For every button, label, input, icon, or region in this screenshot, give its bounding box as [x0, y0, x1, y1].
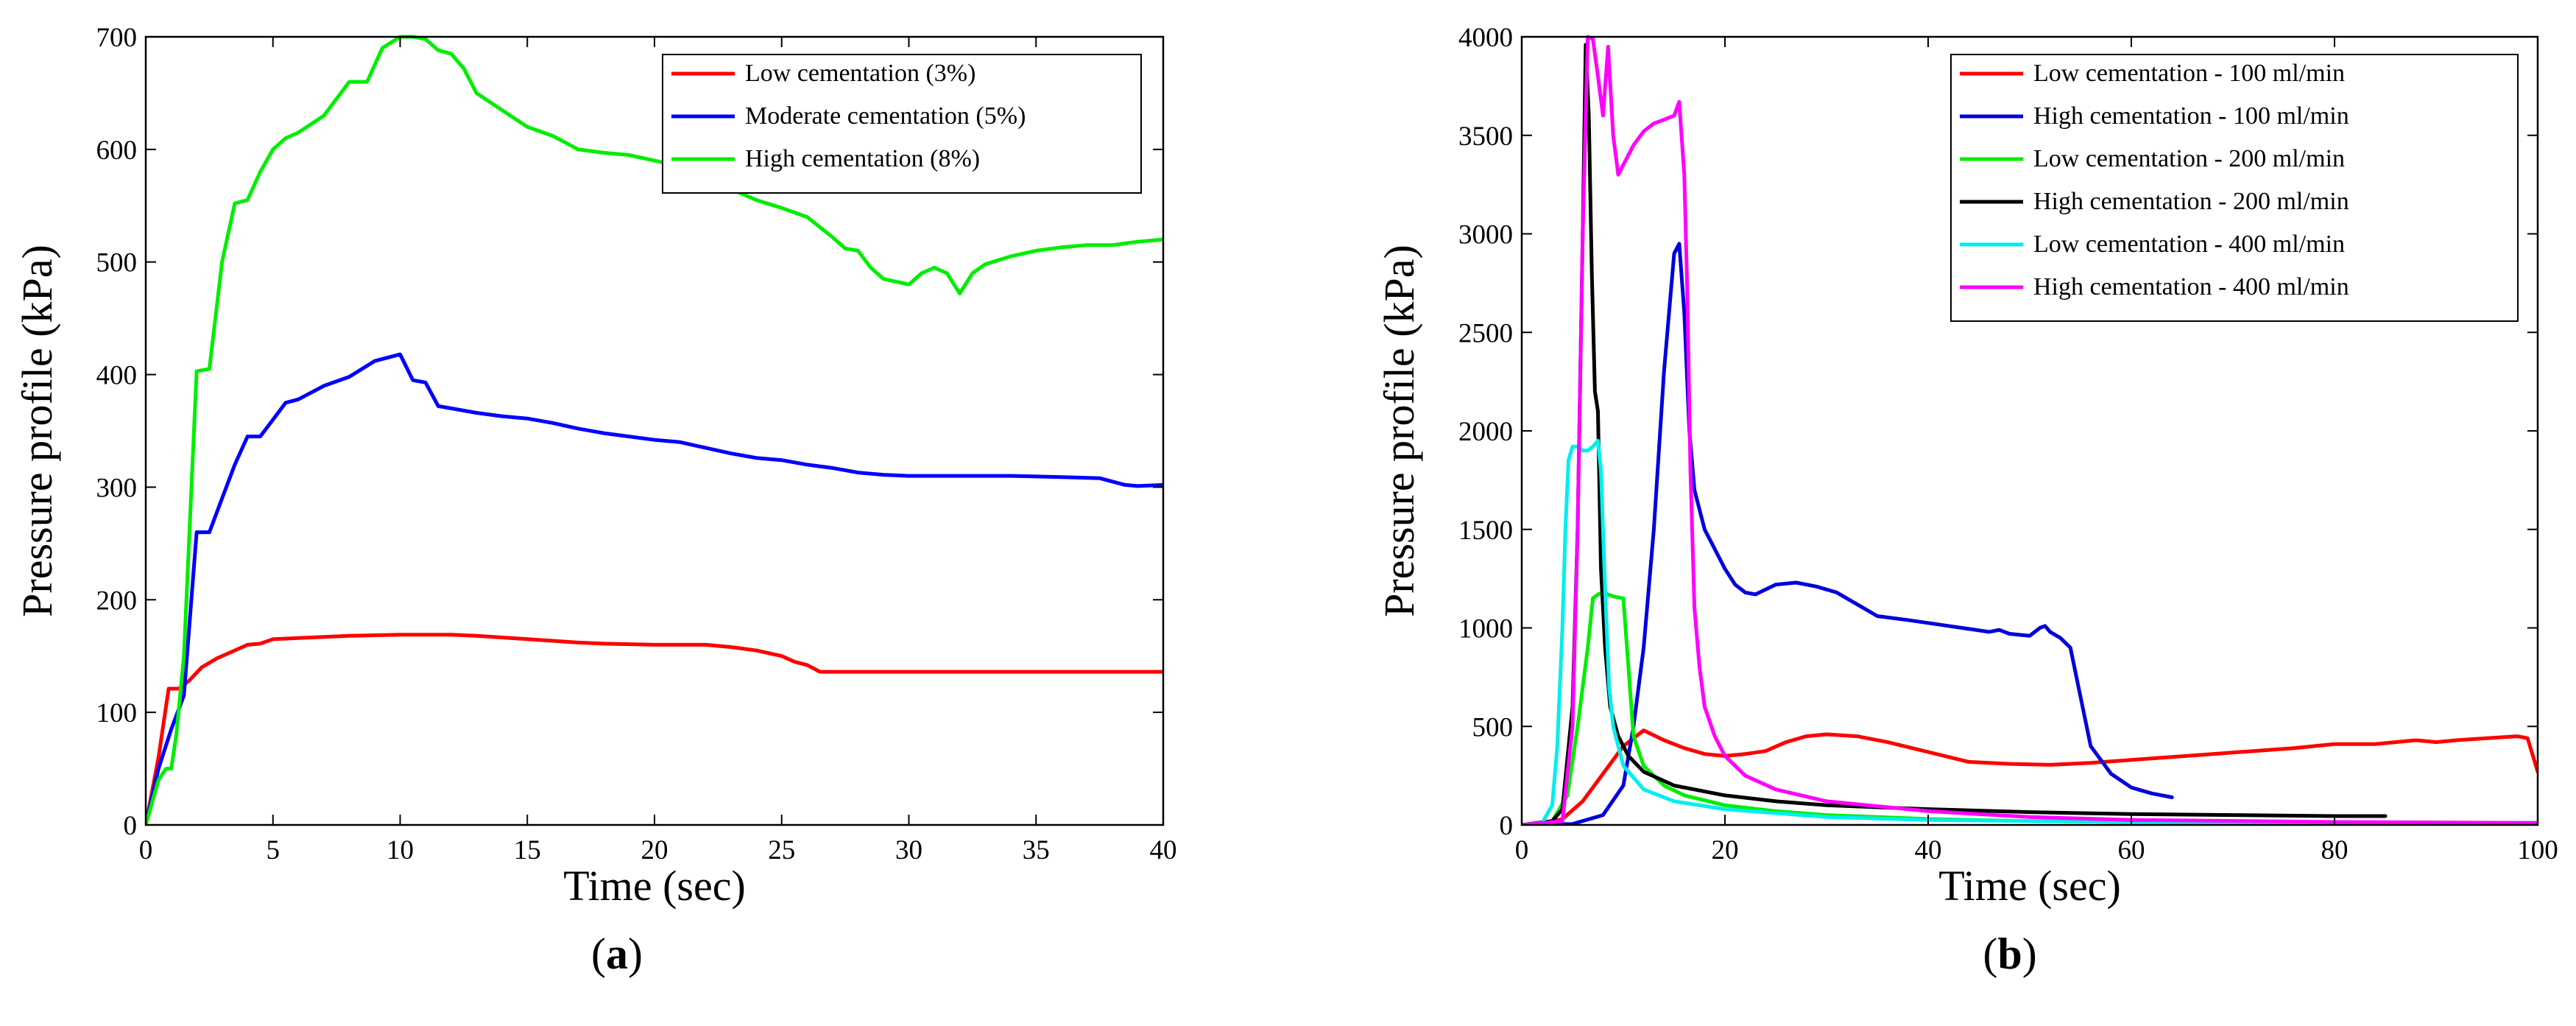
x-tick-label: 0 — [1515, 835, 1529, 865]
x-tick-label: 10 — [387, 835, 414, 865]
x-tick-label: 15 — [514, 835, 541, 865]
y-tick-label: 3000 — [1458, 220, 1513, 250]
y-tick-label: 3500 — [1458, 122, 1513, 152]
x-tick-label: 40 — [1150, 835, 1177, 865]
y-tick-label: 2000 — [1458, 417, 1513, 447]
x-tick-label: 20 — [1712, 835, 1739, 865]
y-tick-label: 400 — [96, 361, 138, 391]
x-tick-label: 5 — [267, 835, 280, 865]
y-tick-label: 500 — [1472, 712, 1514, 742]
legend-label: High cementation - 400 ml/min — [2033, 273, 2349, 301]
panel-b-ylabel: Pressure profile (kPa) — [1375, 245, 1423, 617]
panel-b-series-line-5 — [1522, 438, 2538, 825]
x-tick-label: 100 — [2517, 835, 2558, 865]
y-tick-label: 600 — [96, 136, 138, 166]
legend-label: Moderate cementation (5%) — [745, 102, 1026, 130]
panel-b-legend: Low cementation - 100 ml/min High cementa… — [1950, 54, 2519, 322]
panel-a-xlabel: Time (sec) — [563, 862, 746, 910]
legend-box — [1950, 54, 2519, 322]
legend-label: High cementation - 100 ml/min — [2033, 102, 2349, 130]
y-tick-label: 200 — [96, 586, 138, 616]
panel-b-series-line-3 — [1522, 590, 2538, 825]
x-tick-label: 60 — [2118, 835, 2145, 865]
y-tick-label: 4000 — [1458, 23, 1513, 53]
y-tick-label: 500 — [96, 248, 138, 278]
legend-label: Low cementation - 100 ml/min — [2033, 60, 2345, 87]
legend-label: High cementation (8%) — [745, 145, 980, 172]
x-tick-label: 25 — [768, 835, 795, 865]
y-tick-label: 0 — [1500, 811, 1514, 841]
y-tick-label: 2500 — [1458, 318, 1513, 348]
panel-a-ylabel: Pressure profile (kPa) — [13, 245, 61, 617]
panel-b-chart: 0 20 40 60 80 1000500100015002000250030003500… — [1375, 23, 2558, 910]
caption-a: (a) — [591, 930, 643, 978]
y-tick-label: 700 — [96, 23, 138, 53]
panel-a-legend: Low cementation (3%) Moderate cementation… — [662, 54, 1142, 194]
x-tick-label: 20 — [641, 835, 668, 865]
x-tick-label: 35 — [1023, 835, 1050, 865]
y-tick-label: 1500 — [1458, 516, 1513, 546]
y-tick-label: 300 — [96, 473, 138, 503]
panel-a-plot-area — [146, 35, 1163, 825]
panel-b-series-line-6 — [1522, 35, 2538, 825]
y-tick-label: 1000 — [1458, 614, 1513, 644]
x-tick-label: 80 — [2321, 835, 2349, 865]
panel-b-series-line-2 — [1522, 242, 2174, 825]
y-tick-label: 0 — [124, 811, 138, 841]
panel-a-series-line-2 — [146, 352, 1163, 825]
panel-b-series-line-1 — [1522, 728, 2538, 825]
x-tick-label: 30 — [895, 835, 922, 865]
panel-b-xlabel: Time (sec) — [1938, 862, 2121, 910]
x-tick-label: 40 — [1915, 835, 1942, 865]
legend-box — [662, 54, 1142, 194]
y-tick-label: 100 — [96, 698, 138, 728]
legend-label: Low cementation (3%) — [745, 60, 975, 87]
panel-a-series-line-1 — [146, 633, 1163, 825]
legend-label: Low cementation - 200 ml/min — [2033, 145, 2345, 172]
caption-b: (b) — [1983, 930, 2036, 978]
panel-b-ticks: 0 20 40 60 80 1000500100015002000250030003500… — [1458, 23, 2558, 865]
panel-a-series-line-3 — [146, 35, 1163, 825]
legend-label: High cementation - 200 ml/min — [2033, 188, 2349, 215]
x-tick-label: 0 — [139, 835, 153, 865]
legend-label: Low cementation - 400 ml/min — [2033, 231, 2345, 258]
